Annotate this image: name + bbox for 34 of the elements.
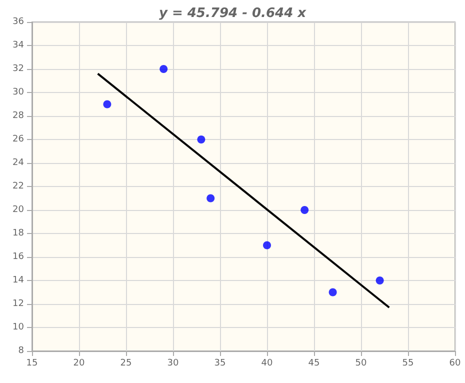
point — [197, 136, 206, 144]
x-tick-label: 55 — [402, 358, 414, 368]
x-tick-label: 15 — [26, 358, 38, 368]
y-tick-label: 12 — [12, 299, 24, 309]
y-tick-label: 26 — [12, 134, 24, 144]
y-tick-label: 34 — [12, 40, 24, 50]
x-tick-label: 35 — [214, 358, 226, 368]
y-tick-label: 16 — [12, 252, 24, 262]
x-tick-label: 40 — [261, 358, 273, 368]
y-tick-label: 18 — [12, 228, 24, 238]
point — [300, 206, 309, 214]
x-tick-label: 45 — [308, 358, 320, 368]
point — [263, 241, 271, 250]
y-tick-label: 24 — [12, 158, 24, 168]
point — [103, 100, 112, 108]
point — [376, 276, 384, 284]
x-tick-label: 50 — [355, 358, 367, 368]
y-tick-label: 14 — [12, 276, 24, 286]
y-tick-label: 22 — [12, 182, 24, 192]
x-tick-label: 60 — [449, 358, 461, 368]
point — [206, 194, 215, 202]
chart-title: y = 45.794 - 0.644 x — [158, 6, 307, 21]
y-tick-label: 36 — [12, 17, 24, 27]
x-tick-label: 25 — [120, 358, 132, 368]
y-tick-label: 20 — [12, 205, 24, 215]
point — [328, 288, 337, 296]
y-tick-label: 8 — [18, 346, 24, 356]
y-tick-label: 32 — [12, 64, 24, 74]
y-tick-label: 10 — [12, 322, 24, 332]
y-tick-label: 30 — [12, 88, 24, 98]
x-tick-label: 20 — [73, 358, 85, 368]
point — [160, 65, 168, 73]
x-tick-label: 30 — [167, 358, 179, 368]
y-tick-label: 28 — [12, 111, 24, 121]
